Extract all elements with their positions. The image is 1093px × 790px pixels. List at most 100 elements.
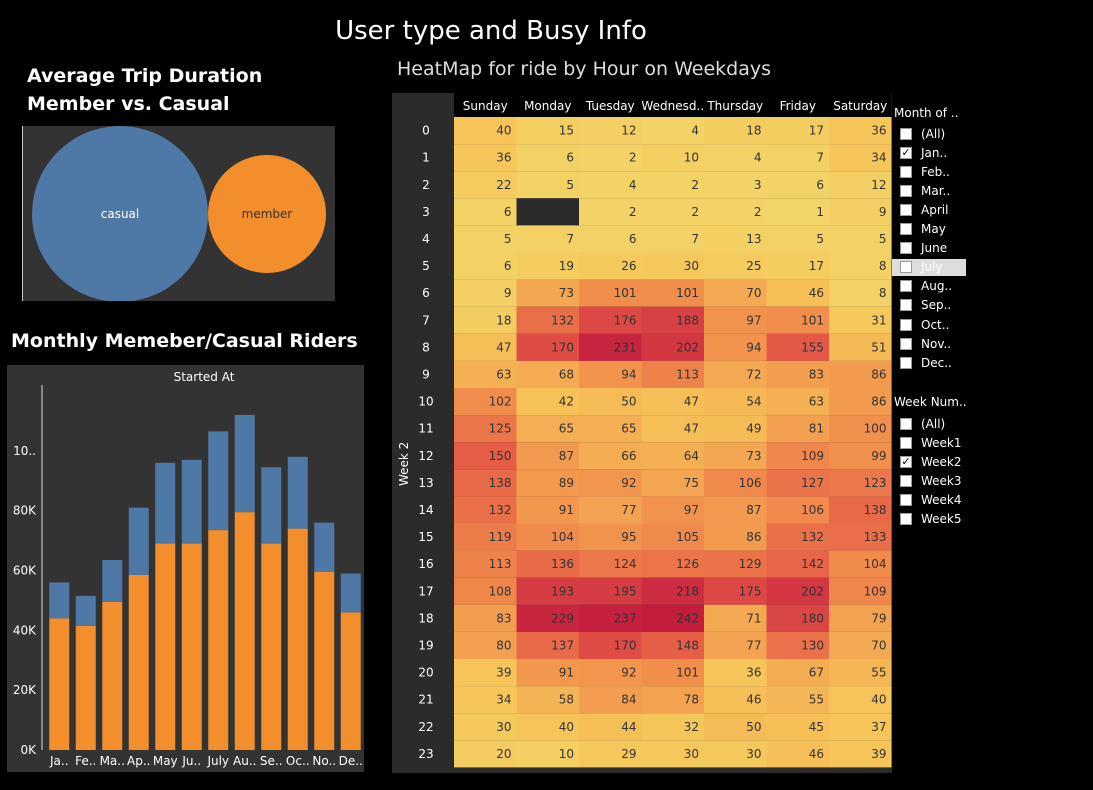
heatmap-cell[interactable]: [641, 659, 705, 687]
heatmap-cell[interactable]: [829, 225, 892, 253]
heatmap-cell[interactable]: [579, 388, 642, 416]
bar-casual-3[interactable]: [128, 507, 149, 575]
heatmap-cell[interactable]: [579, 686, 642, 714]
heatmap-cell[interactable]: [579, 604, 642, 632]
heatmap-cell[interactable]: [704, 333, 767, 361]
heatmap-cell[interactable]: [766, 333, 830, 361]
heatmap-cell[interactable]: [516, 686, 580, 714]
heatmap-cell[interactable]: [516, 631, 580, 659]
heatmap-cell[interactable]: [579, 360, 642, 388]
bar-member-10[interactable]: [314, 571, 335, 750]
heatmap-cell[interactable]: [516, 117, 580, 145]
heatmap-cell[interactable]: [641, 496, 705, 524]
bar-member-11[interactable]: [340, 612, 361, 750]
heatmap-cell[interactable]: [579, 306, 642, 334]
bar-casual-1[interactable]: [75, 595, 96, 626]
heatmap-cell[interactable]: [704, 198, 767, 226]
heatmap-cell[interactable]: [516, 225, 580, 253]
checkbox-icon[interactable]: ✓: [900, 454, 912, 468]
heatmap-cell[interactable]: [641, 740, 705, 768]
heatmap-cell[interactable]: [579, 442, 642, 470]
bar-casual-11[interactable]: [340, 573, 361, 613]
heatmap-cell[interactable]: [516, 388, 580, 416]
heatmap-cell[interactable]: [454, 333, 517, 361]
week-filter-option[interactable]: Week1: [900, 434, 1058, 451]
heatmap-cell[interactable]: [579, 252, 642, 280]
heatmap-cell[interactable]: [641, 198, 705, 226]
heatmap-cell[interactable]: [766, 604, 830, 632]
heatmap-cell[interactable]: [704, 144, 767, 172]
heatmap-cell[interactable]: [454, 388, 517, 416]
checkbox-icon[interactable]: [900, 299, 912, 312]
heatmap-cell[interactable]: [704, 659, 767, 687]
heatmap-cell[interactable]: [766, 117, 830, 145]
heatmap-cell[interactable]: [641, 388, 705, 416]
heatmap-cell[interactable]: [829, 388, 892, 416]
bar-member-5[interactable]: [181, 543, 202, 750]
heatmap-cell[interactable]: [516, 252, 580, 280]
bubble-casual[interactable]: [32, 126, 208, 301]
heatmap-cell[interactable]: [829, 306, 892, 334]
bar-casual-8[interactable]: [261, 467, 282, 544]
bar-casual-5[interactable]: [181, 459, 202, 544]
heatmap-cell[interactable]: [766, 415, 830, 443]
heatmap-cell[interactable]: [579, 117, 642, 145]
heatmap-cell[interactable]: [516, 198, 580, 226]
bar-member-7[interactable]: [234, 512, 255, 750]
month-filter-option[interactable]: Dec..: [900, 354, 1058, 371]
heatmap-cell[interactable]: [579, 144, 642, 172]
heatmap-cell[interactable]: [641, 117, 705, 145]
heatmap-cell[interactable]: [829, 496, 892, 524]
heatmap-cell[interactable]: [766, 198, 830, 226]
checkbox-icon[interactable]: [900, 127, 912, 140]
heatmap-cell[interactable]: [766, 523, 830, 551]
heatmap-cell[interactable]: [766, 631, 830, 659]
heatmap-cell[interactable]: [641, 415, 705, 443]
heatmap-cell[interactable]: [579, 659, 642, 687]
heatmap-cell[interactable]: [641, 442, 705, 470]
heatmap-cell[interactable]: [766, 144, 830, 172]
heatmap-cell[interactable]: [516, 523, 580, 551]
heatmap-cell[interactable]: [829, 198, 892, 226]
heatmap-cell[interactable]: [829, 577, 892, 605]
heatmap-cell[interactable]: [704, 686, 767, 714]
heatmap-cell[interactable]: [829, 360, 892, 388]
bar-casual-6[interactable]: [208, 431, 229, 531]
heatmap-cell[interactable]: [641, 550, 705, 578]
checkbox-icon[interactable]: [900, 280, 912, 293]
checkbox-icon[interactable]: [900, 261, 912, 274]
heatmap-cell[interactable]: [516, 360, 580, 388]
heatmap-cell[interactable]: [829, 740, 892, 768]
week-filter-option[interactable]: Week5: [900, 511, 1058, 528]
week-filter-option[interactable]: Week3: [900, 472, 1058, 489]
heatmap-cell[interactable]: [766, 279, 830, 307]
heatmap-cell[interactable]: [454, 442, 517, 470]
heatmap-cell[interactable]: [454, 550, 517, 578]
heatmap-cell[interactable]: [641, 713, 705, 741]
heatmap-cell[interactable]: [516, 469, 580, 497]
heatmap-cell[interactable]: [516, 333, 580, 361]
heatmap-cell[interactable]: [516, 713, 580, 741]
heatmap-cell[interactable]: [641, 686, 705, 714]
heatmap-cell[interactable]: [829, 442, 892, 470]
heatmap-cell[interactable]: [516, 550, 580, 578]
week-filter-option[interactable]: ✓ Week2: [900, 453, 1058, 470]
bar-member-2[interactable]: [102, 601, 123, 750]
month-filter-option[interactable]: ✓ Jan..: [900, 144, 1058, 161]
heatmap-cell[interactable]: [454, 198, 517, 226]
heatmap-cell[interactable]: [829, 252, 892, 280]
checkbox-icon[interactable]: [900, 337, 912, 350]
month-filter-option[interactable]: June: [900, 240, 1058, 257]
heatmap-cell[interactable]: [766, 469, 830, 497]
heatmap-cell[interactable]: [641, 279, 705, 307]
heatmap-cell[interactable]: [516, 144, 580, 172]
heatmap-cell[interactable]: [454, 523, 517, 551]
checkbox-icon[interactable]: [900, 417, 912, 430]
heatmap-cell[interactable]: [766, 306, 830, 334]
checkbox-icon[interactable]: [900, 242, 912, 255]
bar-member-0[interactable]: [49, 618, 70, 750]
heatmap-cell[interactable]: [766, 388, 830, 416]
month-filter-option[interactable]: (All): [900, 125, 1058, 142]
heatmap-cell[interactable]: [829, 279, 892, 307]
heatmap-cell[interactable]: [829, 333, 892, 361]
